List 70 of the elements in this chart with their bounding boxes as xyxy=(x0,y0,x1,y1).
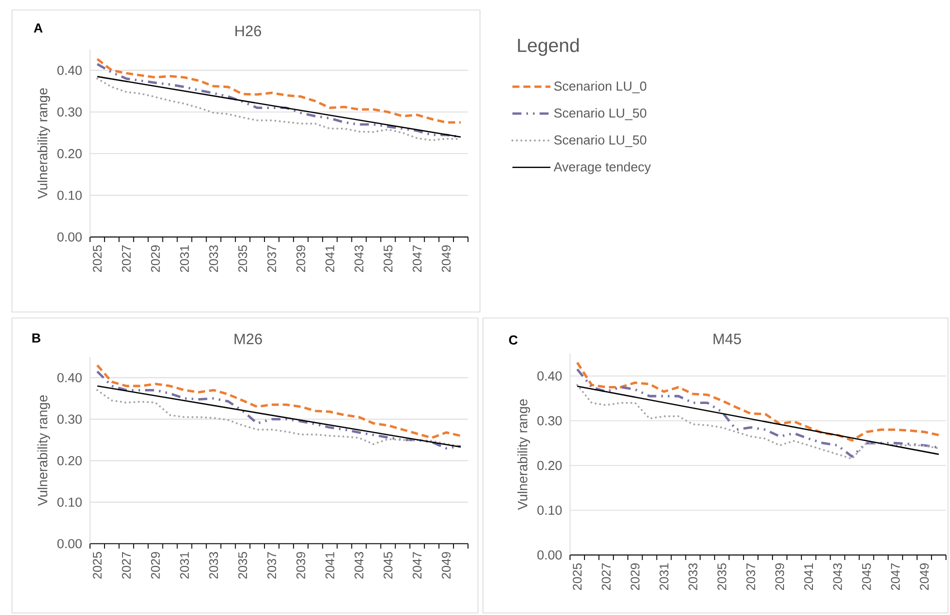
y-tick-label: 0.40 xyxy=(57,373,82,382)
x-tick-label: 2027 xyxy=(602,563,611,590)
y-axis-title: Vulnerability range xyxy=(517,399,530,510)
x-tick-label: 2041 xyxy=(325,552,334,579)
x-tick-label: 2045 xyxy=(862,563,871,590)
y-tick-label: 0.20 xyxy=(57,456,82,466)
y-axis-title: Vulnerability range xyxy=(37,88,50,199)
x-tick-label: 2047 xyxy=(412,245,422,272)
y-tick-label: 0.40 xyxy=(57,66,82,75)
x-tick-label: 2027 xyxy=(122,552,131,579)
x-tick-label: 2039 xyxy=(775,563,784,590)
x-tick-label: 2025 xyxy=(92,245,102,272)
text: B xyxy=(32,334,40,342)
line-series xyxy=(576,361,940,442)
x-tick-label: 2037 xyxy=(267,552,276,579)
x-tick-label: 2027 xyxy=(122,245,131,272)
legend-label: Scenario LU_50 xyxy=(554,135,646,148)
x-tick-label: 2049 xyxy=(442,245,451,272)
x-tick-label: 2039 xyxy=(296,552,306,579)
x-tick-label: 2029 xyxy=(151,245,160,272)
x-tick-label: 2035 xyxy=(238,245,248,272)
legend-label: Scenario LU_50 xyxy=(554,108,646,120)
x-tick-label: 2031 xyxy=(660,563,668,590)
x-tick-label: 2033 xyxy=(209,552,218,579)
x-tick-label: 2031 xyxy=(180,552,189,579)
y-tick-label: 0.00 xyxy=(57,539,82,548)
x-tick-label: 2041 xyxy=(325,245,334,272)
y-tick-label: 0.30 xyxy=(57,414,82,424)
x-tick-label: 2043 xyxy=(354,552,364,579)
y-tick-label: 0.00 xyxy=(537,550,562,560)
x-tick-label: 2035 xyxy=(238,552,248,579)
y-tick-label: 0.30 xyxy=(537,416,562,426)
y-tick-label: 0.10 xyxy=(57,498,82,507)
line-series xyxy=(96,58,462,124)
x-tick-label: 2025 xyxy=(92,552,102,579)
x-tick-label: 2049 xyxy=(442,552,451,579)
chart-title: M26 xyxy=(234,334,262,344)
x-tick-label: 2031 xyxy=(180,245,189,272)
text: A xyxy=(34,24,43,32)
x-tick-label: 2037 xyxy=(267,245,276,272)
x-tick-label: 2033 xyxy=(209,245,218,272)
x-tick-label: 2047 xyxy=(890,563,900,590)
x-tick-label: 2043 xyxy=(354,245,364,272)
x-tick-label: 2045 xyxy=(384,552,392,579)
x-tick-label: 2029 xyxy=(630,563,640,590)
y-tick-label: 0.40 xyxy=(537,371,562,381)
y-tick-label: 0.30 xyxy=(57,107,82,117)
y-tick-label: 0.20 xyxy=(57,149,82,158)
x-tick-label: 2025 xyxy=(572,563,582,590)
x-tick-label: 2039 xyxy=(296,245,306,272)
y-tick-label: 0.00 xyxy=(57,232,82,242)
x-tick-label: 2049 xyxy=(920,563,929,590)
chart-title: H26 xyxy=(235,26,262,36)
x-tick-label: 2045 xyxy=(384,245,392,272)
legend-title: Legend xyxy=(518,38,579,56)
y-tick-label: 0.20 xyxy=(537,460,562,470)
chart-title: M45 xyxy=(714,334,741,344)
y-tick-label: 0.10 xyxy=(537,506,562,515)
x-tick-label: 2047 xyxy=(412,552,422,579)
legend-label: Scenarion LU_0 xyxy=(554,81,646,94)
y-tick-label: 0.10 xyxy=(57,190,82,200)
text: C xyxy=(509,335,518,345)
y-axis-title: Vulnerability range xyxy=(37,395,50,506)
x-tick-label: 2035 xyxy=(717,563,726,590)
x-tick-label: 2033 xyxy=(688,563,698,590)
x-tick-label: 2041 xyxy=(804,563,814,590)
x-tick-label: 2043 xyxy=(833,563,842,590)
legend-label: Average tendecy xyxy=(554,162,651,174)
x-tick-label: 2037 xyxy=(746,563,756,590)
x-tick-label: 2029 xyxy=(151,552,160,579)
